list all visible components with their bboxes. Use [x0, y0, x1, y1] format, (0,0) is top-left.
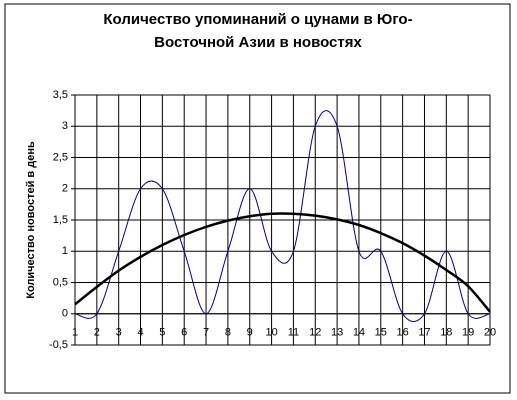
y-tick-label: 2,5	[53, 151, 68, 163]
x-tick-label: 11	[288, 327, 299, 339]
x-tick-label: 12	[309, 327, 321, 339]
y-tick-label: 0	[62, 308, 68, 320]
x-tick-label: 4	[137, 327, 143, 339]
x-tick-label: 10	[265, 327, 277, 339]
y-tick-label: 2	[62, 183, 68, 195]
x-tick-label: 5	[159, 327, 165, 339]
chart-title: Восточной Азии в новостях	[154, 34, 362, 51]
y-tick-label: 1,5	[53, 214, 68, 226]
x-tick-label: 20	[484, 327, 496, 339]
x-tick-label: 8	[225, 327, 231, 339]
y-tick-label: -0,5	[49, 339, 68, 351]
y-tick-label: 1	[62, 245, 68, 257]
y-tick-label: 3,5	[53, 89, 68, 101]
x-tick-label: 17	[418, 327, 430, 339]
y-axis-label: Количество новостей в день	[25, 141, 37, 299]
y-tick-label: 3	[62, 120, 68, 132]
chart-title: Количество упоминаний о цунами в Юго-	[103, 11, 412, 28]
x-tick-label: 1	[72, 327, 78, 339]
x-tick-label: 19	[462, 327, 474, 339]
x-tick-label: 3	[116, 327, 122, 339]
x-tick-label: 9	[247, 327, 253, 339]
x-tick-label: 18	[440, 327, 452, 339]
series-line	[74, 110, 491, 323]
x-tick-label: 2	[94, 327, 100, 339]
series-line	[74, 212, 491, 313]
x-tick-label: 15	[375, 327, 387, 339]
y-tick-label: 0,5	[53, 276, 68, 288]
x-tick-label: 7	[203, 327, 209, 339]
x-tick-label: 6	[181, 327, 187, 339]
x-tick-label: 16	[397, 327, 409, 339]
x-tick-label: 13	[331, 327, 343, 339]
x-tick-label: 14	[353, 327, 365, 339]
